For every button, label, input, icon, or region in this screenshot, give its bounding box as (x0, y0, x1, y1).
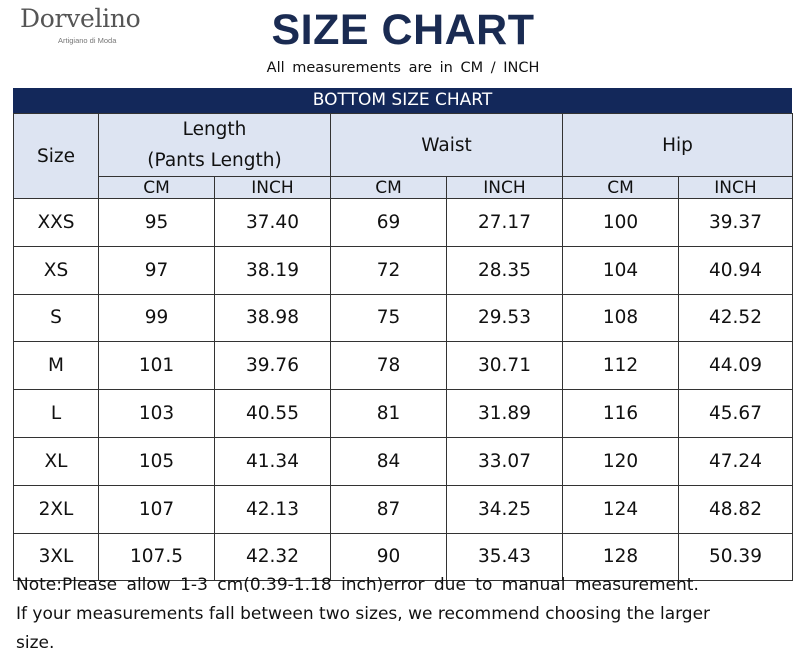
cell-waist-inch: 30.71 (446, 341, 563, 391)
cell-length-inch: 37.40 (214, 198, 331, 247)
cell-length-inch: 38.19 (214, 245, 331, 295)
col-header-size: Size (13, 113, 99, 199)
cell-length-inch: 42.13 (214, 484, 331, 534)
cell-waist-cm: 84 (330, 436, 447, 486)
cell-length-inch: 41.34 (214, 436, 331, 486)
table-row: L 103 40.55 81 31.89 116 45.67 (13, 389, 793, 438)
table-row: 3XL 107.5 42.32 90 35.43 128 50.39 (13, 532, 793, 582)
page-subtitle: All measurements are in CM / INCH (266, 60, 540, 76)
cell-waist-inch: 34.25 (446, 484, 563, 534)
cell-length-cm: 99 (98, 293, 215, 343)
cell-size: XL (13, 436, 99, 486)
cell-length-cm: 107.5 (98, 532, 215, 582)
unit-header-length-inch: INCH (214, 176, 331, 199)
cell-length-inch: 40.55 (214, 389, 331, 438)
cell-length-cm: 107 (98, 484, 215, 534)
cell-waist-cm: 72 (330, 245, 447, 295)
cell-size: XXS (13, 198, 99, 247)
table-row: XXS 95 37.40 69 27.17 100 39.37 (13, 198, 793, 247)
header-row-groups: Size Length (Pants Length) Waist Hip (13, 113, 793, 199)
cell-waist-inch: 27.17 (446, 198, 563, 247)
cell-length-inch: 38.98 (214, 293, 331, 343)
cell-size: XS (13, 245, 99, 295)
col-header-length-label: Length (182, 119, 247, 140)
table-row: M 101 39.76 78 30.71 112 44.09 (13, 341, 793, 391)
logo-tagline: Artigiano di Moda (58, 36, 117, 45)
cell-hip-cm: 108 (562, 293, 679, 343)
cell-hip-cm: 124 (562, 484, 679, 534)
note-line-2: If your measurements fall between two si… (16, 604, 711, 624)
cell-hip-cm: 120 (562, 436, 679, 486)
measurement-note: Note:Please allow 1-3 cm(0.39-1.18 inch)… (16, 571, 796, 658)
cell-length-cm: 101 (98, 341, 215, 391)
cell-waist-cm: 90 (330, 532, 447, 582)
cell-length-cm: 103 (98, 389, 215, 438)
cell-waist-inch: 29.53 (446, 293, 563, 343)
cell-waist-cm: 81 (330, 389, 447, 438)
table-row: XL 105 41.34 84 33.07 120 47.24 (13, 436, 793, 486)
size-table: Size Length (Pants Length) Waist Hip CM … (13, 113, 793, 582)
cell-waist-cm: 78 (330, 341, 447, 391)
cell-hip-cm: 112 (562, 341, 679, 391)
cell-waist-inch: 35.43 (446, 532, 563, 582)
cell-hip-inch: 44.09 (678, 341, 793, 391)
unit-header-hip-inch: INCH (678, 176, 793, 199)
note-line-1: Note:Please allow 1-3 cm(0.39-1.18 inch)… (16, 575, 699, 595)
unit-header-hip-cm: CM (562, 176, 679, 199)
cell-waist-cm: 69 (330, 198, 447, 247)
col-header-length-sub: (Pants Length) (147, 150, 282, 171)
cell-length-inch: 42.32 (214, 532, 331, 582)
cell-size: 3XL (13, 532, 99, 582)
cell-hip-inch: 40.94 (678, 245, 793, 295)
cell-hip-cm: 104 (562, 245, 679, 295)
cell-waist-inch: 33.07 (446, 436, 563, 486)
cell-hip-cm: 116 (562, 389, 679, 438)
cell-size: M (13, 341, 99, 391)
cell-length-cm: 95 (98, 198, 215, 247)
cell-hip-inch: 48.82 (678, 484, 793, 534)
cell-hip-inch: 47.24 (678, 436, 793, 486)
note-line-3: size. (16, 633, 55, 653)
cell-hip-cm: 128 (562, 532, 679, 582)
cell-size: S (13, 293, 99, 343)
table-row: S 99 38.98 75 29.53 108 42.52 (13, 293, 793, 343)
cell-size: L (13, 389, 99, 438)
cell-hip-inch: 45.67 (678, 389, 793, 438)
cell-waist-cm: 75 (330, 293, 447, 343)
unit-header-length-cm: CM (98, 176, 215, 199)
logo-wordmark: Dorvelino (20, 4, 141, 33)
cell-size: 2XL (13, 484, 99, 534)
col-header-length: Length (Pants Length) (98, 113, 331, 177)
cell-waist-cm: 87 (330, 484, 447, 534)
cell-hip-inch: 50.39 (678, 532, 793, 582)
table-band-title: BOTTOM SIZE CHART (13, 88, 792, 113)
cell-hip-inch: 39.37 (678, 198, 793, 247)
header-row-units: CM INCH CM INCH CM INCH (14, 176, 793, 199)
table-row: 2XL 107 42.13 87 34.25 124 48.82 (13, 484, 793, 534)
cell-length-cm: 105 (98, 436, 215, 486)
cell-hip-inch: 42.52 (678, 293, 793, 343)
cell-waist-inch: 31.89 (446, 389, 563, 438)
brand-logo: Dorvelino Artigiano di Moda (20, 4, 150, 52)
cell-waist-inch: 28.35 (446, 245, 563, 295)
unit-header-waist-cm: CM (330, 176, 447, 199)
col-header-hip: Hip (562, 113, 793, 177)
cell-length-cm: 97 (98, 245, 215, 295)
unit-header-waist-inch: INCH (446, 176, 563, 199)
cell-length-inch: 39.76 (214, 341, 331, 391)
col-header-waist: Waist (330, 113, 563, 177)
table-row: XS 97 38.19 72 28.35 104 40.94 (13, 245, 793, 295)
cell-hip-cm: 100 (562, 198, 679, 247)
page-title: SIZE CHART (271, 6, 535, 54)
